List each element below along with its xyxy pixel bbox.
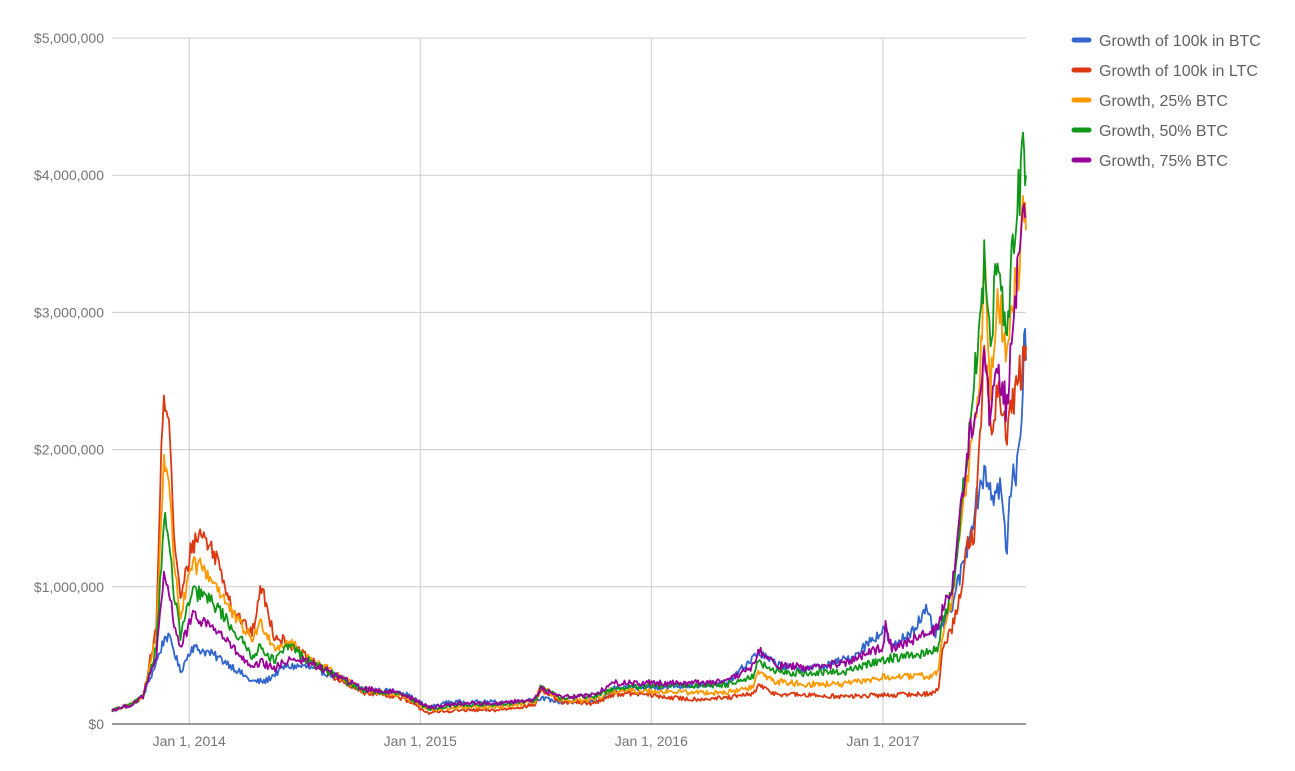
- axes: $0 $1,000,000 $2,000,000 $3,000,000 $4,000,0…: [34, 30, 1026, 749]
- series-line-4: [111, 131, 1027, 713]
- y-tick-label: $4,000,000: [34, 167, 104, 183]
- legend-entry-2[interactable]: Growth of 100k in LTC: [1071, 63, 1258, 80]
- legend-label: Growth of 100k in LTC: [1099, 63, 1258, 80]
- y-tick-label: $5,000,000: [34, 30, 104, 46]
- legend[interactable]: Growth of 100k in BTC Growth of 100k in L…: [1071, 33, 1261, 170]
- legend-label: Growth, 50% BTC: [1099, 123, 1228, 140]
- x-tick-label: Jan 1, 2017: [846, 733, 919, 749]
- x-tick-label: Jan 1, 2015: [384, 733, 457, 749]
- x-tick-label: Jan 1, 2014: [153, 733, 226, 749]
- legend-label: Growth, 25% BTC: [1099, 93, 1228, 110]
- x-tick-label: Jan 1, 2016: [615, 733, 688, 749]
- y-tick-label: $3,000,000: [34, 304, 104, 320]
- legend-entry-5[interactable]: Growth, 75% BTC: [1071, 153, 1228, 170]
- series-line-3: [111, 194, 1027, 712]
- legend-entry-1[interactable]: Growth of 100k in BTC: [1071, 33, 1261, 50]
- y-tick-label: $0: [88, 716, 104, 732]
- legend-label: Growth of 100k in BTC: [1099, 33, 1261, 50]
- grid-lines: [112, 37, 1026, 724]
- legend-entry-3[interactable]: Growth, 25% BTC: [1071, 93, 1228, 110]
- series-line-5: [111, 202, 1027, 712]
- y-tick-label: $1,000,000: [34, 579, 104, 595]
- legend-entry-4[interactable]: Growth, 50% BTC: [1071, 123, 1228, 140]
- legend-label: Growth, 75% BTC: [1099, 153, 1228, 170]
- series-lines: [111, 131, 1027, 716]
- y-tick-label: $2,000,000: [34, 442, 104, 458]
